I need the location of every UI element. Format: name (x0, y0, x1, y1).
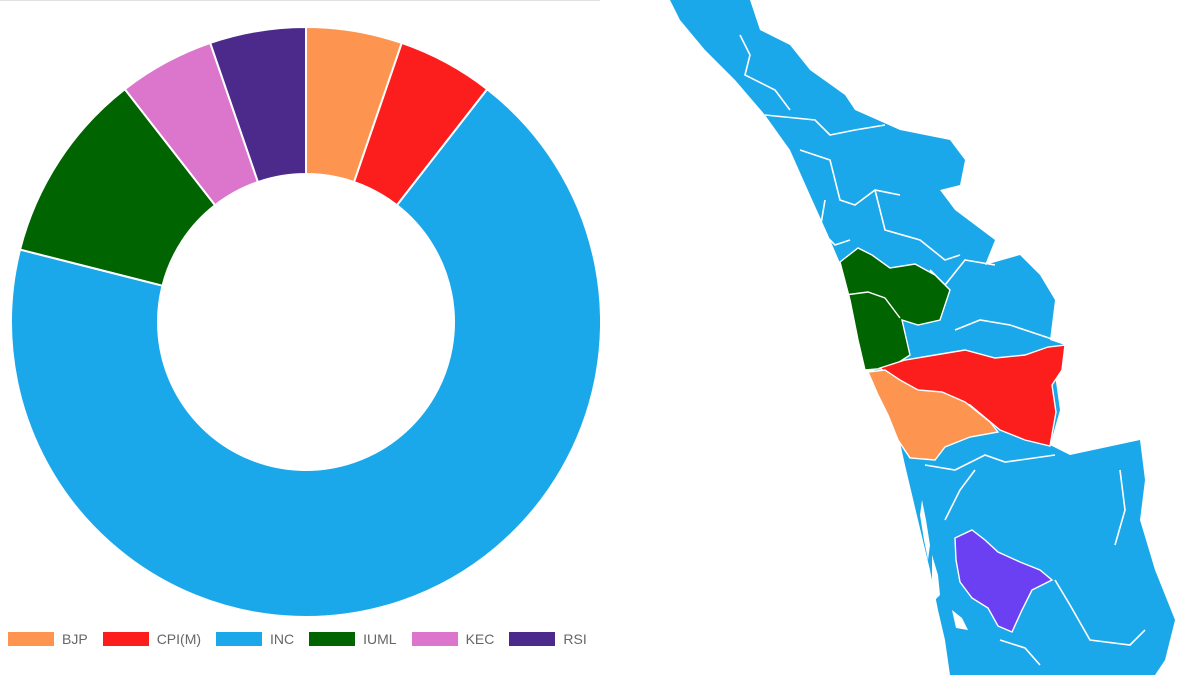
legend-label: IUML (363, 631, 397, 647)
district-border (819, 199, 851, 246)
legend-swatch (509, 632, 556, 646)
map-region-iuml-border (844, 291, 901, 319)
backwater (920, 500, 930, 560)
map-base (670, 0, 1175, 675)
district-border (1114, 469, 1126, 546)
map-region-iuml (839, 247, 951, 371)
legend-item-bjp[interactable]: BJP (8, 631, 88, 647)
kerala-map (670, 0, 1175, 675)
district-border (1054, 579, 1146, 646)
legend-item-rsi[interactable]: RSI (509, 631, 587, 647)
legend-swatch (411, 632, 458, 646)
district-border (739, 34, 791, 111)
district-border (924, 454, 1056, 471)
map-region-rsi (954, 529, 1054, 633)
legend-item-cpi-m[interactable]: CPI(M) (102, 631, 202, 647)
district-border (764, 114, 886, 136)
legend-label: CPI(M) (156, 631, 202, 647)
legend-item-kec[interactable]: KEC (411, 631, 495, 647)
map-highlighted-constituencies (839, 247, 1066, 633)
top-rule (0, 0, 600, 1)
district-border (874, 189, 961, 261)
doughnut-slices (10, 25, 600, 618)
doughnut-chart (10, 25, 600, 618)
district-border (954, 319, 1056, 341)
district-border (944, 469, 976, 521)
legend-label: KEC (465, 631, 495, 647)
legend-swatch (8, 632, 54, 646)
legend-label: INC (270, 631, 295, 647)
map-region-north (670, 0, 1175, 675)
map-region-bjp (866, 369, 1000, 461)
slice-inc[interactable] (10, 87, 600, 618)
backwater (898, 470, 906, 492)
district-border (799, 149, 901, 206)
legend-swatch (102, 632, 149, 646)
slice-rsi[interactable] (208, 25, 307, 184)
legend-item-inc[interactable]: INC (216, 631, 294, 647)
backwater (932, 555, 940, 600)
legend-item-iuml[interactable]: IUML (309, 631, 397, 647)
legend-swatch (309, 632, 356, 646)
legend-label: RSI (563, 631, 587, 647)
map-backwaters (898, 470, 968, 630)
legend-swatch (216, 632, 263, 646)
chart-legend: BJP CPI(M) INC IUML KEC RSI (8, 628, 602, 650)
district-border (999, 639, 1041, 666)
legend-label: BJP (62, 631, 88, 647)
backwater (952, 610, 968, 630)
